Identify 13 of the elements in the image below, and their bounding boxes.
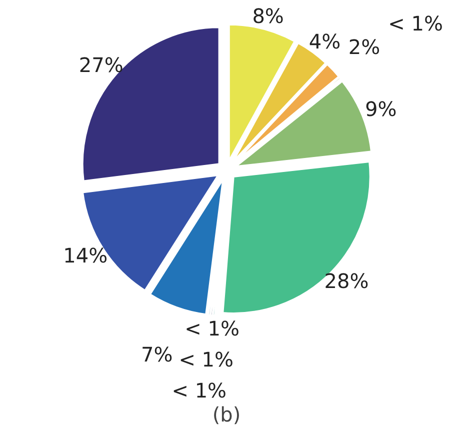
data-label: 2% <box>348 34 380 59</box>
data-label: 14% <box>63 243 108 268</box>
data-label: < 1% <box>178 348 234 372</box>
data-label: 9% <box>365 97 397 122</box>
data-label: 8% <box>252 4 284 28</box>
data-label: < 1% <box>184 316 240 341</box>
data-label: < 1% <box>172 378 227 402</box>
data-label: 27% <box>78 52 124 77</box>
data-label: 4% <box>308 29 341 54</box>
data-label: 7% <box>141 342 173 366</box>
data-label: 28% <box>324 268 369 293</box>
data-label: < 1% <box>388 11 443 36</box>
text: (b) <box>212 402 241 426</box>
